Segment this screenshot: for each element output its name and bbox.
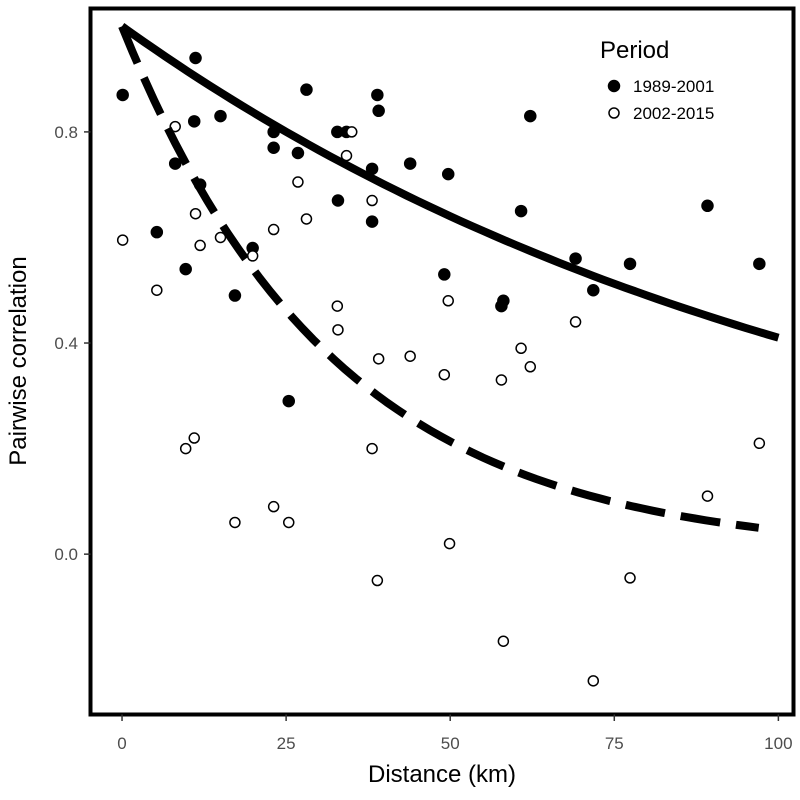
point-1989-2001 [228, 289, 242, 302]
point-2002-2015 [569, 316, 582, 328]
point-2002-2015 [214, 231, 227, 244]
point-2002-2015 [753, 437, 766, 450]
points-layer [116, 51, 766, 687]
point-1989-2001 [282, 394, 295, 408]
point-1989-2001 [331, 194, 345, 207]
point-1989-2001 [365, 215, 379, 228]
point-1989-2001 [372, 104, 385, 118]
point-2002-2015 [366, 442, 378, 455]
x-tick-label: 50 [441, 734, 460, 753]
fit-lines-layer [118, 23, 780, 532]
point-1989-2001 [189, 51, 202, 65]
point-2002-2015 [495, 374, 508, 386]
x-tick-label: 100 [764, 734, 792, 753]
point-2002-2015 [332, 324, 344, 336]
legend-label-1989-2001: 1989-2001 [633, 77, 714, 96]
point-2002-2015 [331, 300, 344, 312]
fit-line-2002-2015 [118, 24, 760, 532]
legend-marker-filled-icon [607, 79, 621, 93]
point-2002-2015 [300, 213, 313, 225]
point-2002-2015 [515, 342, 527, 355]
point-1989-2001 [168, 157, 182, 170]
point-2002-2015 [179, 442, 192, 455]
x-tick-label: 0 [117, 734, 126, 753]
point-1989-2001 [267, 141, 280, 154]
point-2002-2015 [116, 234, 129, 246]
point-1989-2001 [753, 257, 766, 271]
point-2002-2015 [442, 295, 454, 307]
x-tick-label: 25 [277, 734, 296, 753]
point-2002-2015 [587, 675, 600, 687]
point-2002-2015 [404, 350, 416, 362]
point-1989-2001 [701, 199, 714, 213]
legend-marker-open-icon [608, 107, 620, 119]
point-1989-2001 [214, 109, 227, 123]
point-2002-2015 [366, 194, 378, 207]
point-2002-2015 [194, 239, 206, 252]
fit-line-1989-2001 [119, 23, 780, 342]
point-2002-2015 [701, 490, 714, 502]
point-1989-2001 [524, 109, 537, 123]
point-1989-2001 [587, 283, 600, 297]
legend-title: Period [600, 37, 669, 64]
point-1989-2001 [187, 115, 201, 128]
point-1989-2001 [371, 88, 384, 102]
point-2002-2015 [151, 284, 163, 296]
legend: Period 1989-2001 2002-2015 [600, 37, 714, 123]
x-axis-title: Distance (km) [368, 761, 516, 788]
point-2002-2015 [267, 500, 280, 513]
point-1989-2001 [300, 83, 313, 96]
x-tick-label: 75 [605, 734, 624, 753]
point-2002-2015 [189, 207, 202, 220]
y-axis-ticks: 0.0 0.4 0.8 [54, 123, 91, 564]
point-2002-2015 [292, 176, 304, 188]
point-2002-2015 [267, 223, 280, 236]
legend-label-2002-2015: 2002-2015 [633, 104, 714, 123]
point-2002-2015 [524, 361, 537, 373]
point-1989-2001 [179, 262, 192, 276]
point-1989-2001 [569, 252, 582, 265]
point-1989-2001 [438, 268, 451, 281]
point-1989-2001 [441, 167, 455, 181]
point-1989-2001 [403, 157, 417, 170]
point-2002-2015 [438, 368, 451, 381]
point-1989-2001 [291, 146, 305, 160]
point-1989-2001 [514, 204, 528, 218]
plot-panel-border [88, 6, 796, 717]
point-1989-2001 [497, 294, 510, 308]
point-2002-2015 [371, 574, 384, 587]
point-2002-2015 [282, 516, 295, 529]
point-2002-2015 [372, 353, 385, 365]
point-2002-2015 [229, 516, 241, 529]
y-tick-label: 0.0 [54, 545, 78, 564]
y-axis-title: Pairwise correlation [5, 256, 32, 465]
point-2002-2015 [169, 120, 181, 133]
y-tick-label: 0.4 [54, 334, 78, 353]
point-2002-2015 [497, 635, 510, 647]
y-tick-label: 0.8 [54, 123, 78, 142]
point-2002-2015 [346, 126, 358, 138]
point-1989-2001 [116, 88, 129, 102]
point-2002-2015 [624, 572, 636, 584]
point-2002-2015 [443, 537, 456, 550]
point-2002-2015 [188, 432, 200, 444]
point-1989-2001 [150, 225, 164, 239]
point-1989-2001 [623, 257, 637, 271]
point-2002-2015 [246, 250, 259, 262]
x-axis-ticks: 0 25 50 75 100 [117, 714, 793, 753]
